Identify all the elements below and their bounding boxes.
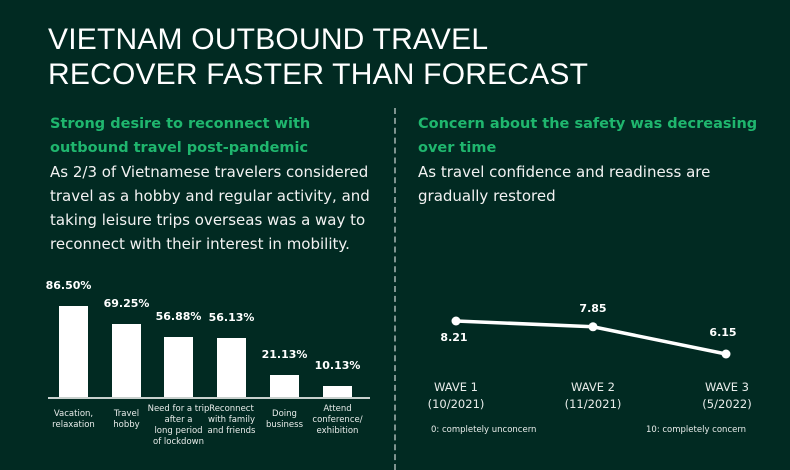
bar-chart-baseline [48, 397, 370, 399]
title-line-2: RECOVER FASTER THAN FORECAST [48, 58, 589, 91]
scale-min-note: 0: completely unconcern [431, 425, 537, 435]
section-divider [394, 108, 396, 470]
title-line-1: VIETNAM OUTBOUND TRAVEL [48, 23, 489, 56]
right-section-heading: Concern about the safety was decreasing … [418, 116, 758, 156]
wave-label: WAVE 1 (10/2021) [427, 380, 485, 411]
point-value-label: 8.21 [440, 331, 468, 344]
left-section-heading: Strong desire to reconnect with outbound… [50, 116, 311, 156]
data-point [721, 349, 731, 359]
right-section-body: As travel confidence and readiness are g… [418, 163, 711, 205]
point-value-label: 7.85 [579, 301, 607, 315]
left-section-body: As 2/3 of Vietnamese travelers considere… [50, 163, 370, 253]
point-value-label: 6.15 [709, 326, 737, 339]
data-point [588, 322, 598, 332]
wave-label: WAVE 3 (5/2022) [702, 380, 752, 411]
wave-label: WAVE 2 (11/2021) [564, 380, 622, 411]
data-point [451, 316, 461, 326]
page-title: VIETNAM OUTBOUND TRAVEL RECOVER FASTER T… [48, 22, 588, 92]
scale-max-note: 10: completely concern [646, 425, 747, 435]
